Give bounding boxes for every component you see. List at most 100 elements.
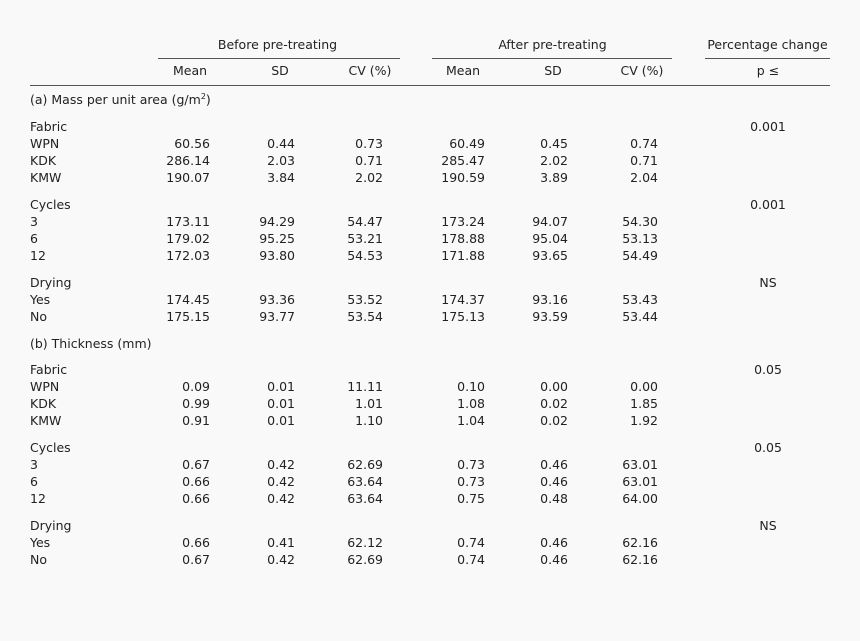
cell-cv-before: 53.54: [347, 309, 383, 324]
col-sd-after: SD: [544, 63, 562, 78]
cell-cv-after: 62.16: [622, 535, 658, 550]
cell-sd-before: 0.01: [267, 396, 295, 411]
row-label: No: [30, 309, 47, 324]
cell-sd-before: 93.36: [259, 292, 295, 307]
group-label: Fabric: [30, 362, 68, 377]
cell-cv-after: 63.01: [622, 474, 658, 489]
cell-sd-after: 93.65: [532, 248, 568, 263]
col-mean-after: Mean: [445, 63, 481, 78]
header-after-pretreating: After pre-treating: [498, 37, 607, 52]
cell-mean-before: 0.09: [182, 379, 210, 394]
row-label: 6: [30, 474, 38, 489]
cell-mean-after: 60.49: [449, 136, 485, 151]
cell-sd-before: 0.44: [267, 136, 295, 151]
cell-sd-after: 93.16: [532, 292, 568, 307]
group-label: Fabric: [30, 119, 68, 134]
cell-mean-before: 190.07: [166, 170, 210, 185]
cell-sd-before: 0.42: [267, 474, 295, 489]
cell-sd-before: 0.42: [267, 491, 295, 506]
row-label: 3: [30, 214, 38, 229]
col-mean-before: Mean: [172, 63, 208, 78]
row-label: Yes: [30, 292, 51, 307]
row-label: Yes: [30, 535, 51, 550]
cell-cv-before: 63.64: [347, 491, 383, 506]
cell-mean-after: 174.37: [441, 292, 485, 307]
cell-mean-after: 190.59: [441, 170, 485, 185]
p-value: 0.001: [750, 197, 786, 212]
row-label: WPN: [30, 136, 60, 151]
header-before-pretreating: Before pre-treating: [217, 37, 338, 52]
cell-cv-before: 62.69: [347, 457, 383, 472]
cell-sd-after: 3.89: [540, 170, 568, 185]
cell-cv-after: 0.71: [630, 153, 658, 168]
cell-mean-after: 173.24: [441, 214, 485, 229]
row-label: KMW: [30, 413, 62, 428]
cell-cv-after: 62.16: [622, 552, 658, 567]
cell-mean-before: 0.67: [182, 457, 210, 472]
cell-sd-before: 93.77: [259, 309, 295, 324]
group-label: Cycles: [30, 197, 71, 212]
p-value: 0.05: [754, 362, 782, 377]
cell-mean-after: 0.74: [457, 552, 485, 567]
cell-sd-after: 0.45: [540, 136, 568, 151]
cell-mean-after: 0.73: [457, 474, 485, 489]
group-label: Cycles: [30, 440, 71, 455]
row-label: 12: [30, 491, 46, 506]
header-bottom-rule: [30, 85, 830, 86]
cell-cv-after: 0.00: [630, 379, 658, 394]
p-value: 0.05: [754, 440, 782, 455]
p-value: NS: [759, 275, 777, 290]
cell-mean-after: 0.74: [457, 535, 485, 550]
cell-sd-after: 0.02: [540, 396, 568, 411]
cell-mean-before: 174.45: [166, 292, 210, 307]
cell-sd-after: 0.46: [540, 535, 568, 550]
col-p: p ≤: [756, 63, 780, 78]
cell-cv-before: 0.73: [355, 136, 383, 151]
cell-cv-after: 54.30: [622, 214, 658, 229]
cell-sd-before: 95.25: [259, 231, 295, 246]
cell-mean-after: 175.13: [441, 309, 485, 324]
cell-cv-after: 2.04: [630, 170, 658, 185]
cell-mean-before: 179.02: [166, 231, 210, 246]
cell-cv-before: 11.11: [347, 379, 383, 394]
group-label: Drying: [30, 518, 72, 533]
cell-mean-before: 0.67: [182, 552, 210, 567]
cell-cv-before: 53.21: [347, 231, 383, 246]
col-sd-before: SD: [271, 63, 289, 78]
row-label: 12: [30, 248, 46, 263]
cell-mean-after: 1.04: [457, 413, 485, 428]
cell-sd-before: 3.84: [267, 170, 295, 185]
cell-cv-before: 0.71: [355, 153, 383, 168]
rule-after-group: [432, 58, 672, 59]
section-title-mass: (a) Mass per unit area (g/m2): [30, 91, 211, 107]
col-cv-before: CV (%): [348, 63, 392, 78]
cell-sd-before: 0.42: [267, 457, 295, 472]
cell-mean-before: 0.99: [182, 396, 210, 411]
cell-mean-after: 285.47: [441, 153, 485, 168]
cell-sd-before: 2.03: [267, 153, 295, 168]
row-label: WPN: [30, 379, 60, 394]
row-label: KDK: [30, 396, 57, 411]
cell-cv-after: 53.44: [622, 309, 658, 324]
cell-cv-after: 1.85: [630, 396, 658, 411]
cell-sd-before: 0.01: [267, 379, 295, 394]
section-title-thickness: (b) Thickness (mm): [30, 336, 152, 351]
cell-sd-after: 95.04: [532, 231, 568, 246]
cell-cv-before: 54.47: [347, 214, 383, 229]
cell-cv-after: 64.00: [622, 491, 658, 506]
cell-mean-after: 0.10: [457, 379, 485, 394]
cell-cv-before: 1.01: [355, 396, 383, 411]
header-percentage-change: Percentage change: [707, 37, 828, 52]
cell-mean-before: 0.66: [182, 474, 210, 489]
cell-sd-after: 0.02: [540, 413, 568, 428]
cell-mean-after: 1.08: [457, 396, 485, 411]
row-label: KMW: [30, 170, 62, 185]
cell-mean-before: 173.11: [166, 214, 210, 229]
cell-sd-before: 94.29: [259, 214, 295, 229]
cell-mean-before: 0.66: [182, 491, 210, 506]
rule-before-group: [158, 58, 400, 59]
cell-cv-after: 53.13: [622, 231, 658, 246]
cell-sd-after: 0.46: [540, 552, 568, 567]
cell-mean-after: 0.73: [457, 457, 485, 472]
